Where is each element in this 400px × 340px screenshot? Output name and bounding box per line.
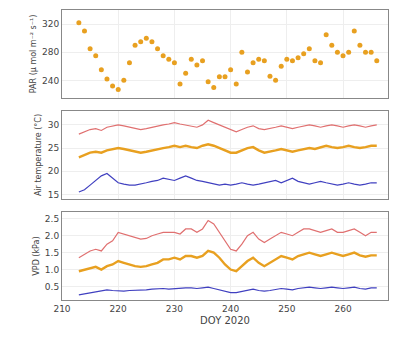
svg-text:20: 20 [48,166,60,176]
svg-text:320: 320 [42,19,59,29]
svg-text:1.5: 1.5 [45,248,59,258]
svg-text:260: 260 [334,304,351,314]
svg-text:15: 15 [48,190,59,200]
svg-text:1.0: 1.0 [45,265,60,275]
svg-text:230: 230 [166,304,183,314]
svg-text:0.5: 0.5 [45,282,59,292]
svg-text:250: 250 [278,304,295,314]
svg-text:VPD (kPa): VPD (kPa) [32,236,41,275]
svg-text:2.0: 2.0 [45,231,60,241]
svg-text:PAR (μ mol m⁻² s⁻¹): PAR (μ mol m⁻² s⁻¹) [29,15,38,94]
svg-text:280: 280 [42,47,59,57]
svg-text:240: 240 [222,304,239,314]
svg-text:30: 30 [48,120,60,130]
svg-text:210: 210 [53,304,70,314]
svg-text:2.5: 2.5 [45,214,59,224]
svg-text:25: 25 [48,143,59,153]
svg-text:Air temperature (°C): Air temperature (°C) [34,114,43,196]
svg-text:DOY 2020: DOY 2020 [200,315,250,326]
svg-text:220: 220 [110,304,127,314]
svg-text:240: 240 [42,76,59,86]
